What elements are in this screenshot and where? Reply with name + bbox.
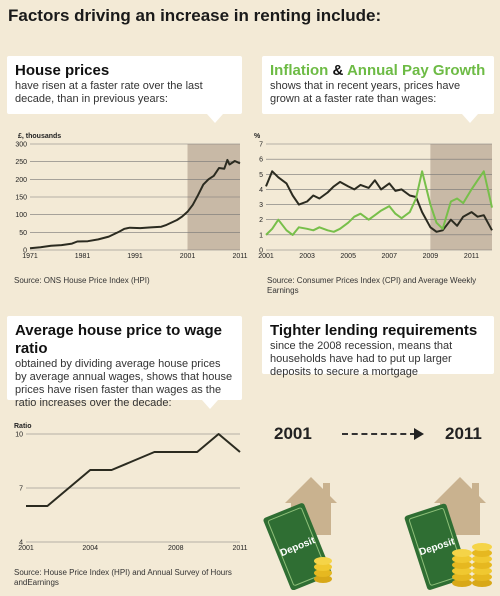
banknote-icon-2011 — [404, 503, 470, 590]
y-tick-label: 2 — [259, 217, 263, 224]
x-tick-label: 2004 — [82, 545, 98, 552]
inflation-heading-b: Annual Pay Growth — [346, 62, 486, 79]
y-tick-label: 10 — [15, 432, 23, 439]
x-tick-label: 2001 — [18, 545, 34, 552]
ratio-source: Source: House Price Index (HPI) and Annu… — [14, 568, 232, 587]
x-tick-label: 1981 — [75, 253, 91, 260]
deposit-2001-illustration: Deposit — [263, 477, 337, 590]
y-tick-label: 150 — [15, 195, 27, 202]
year-end-label: 2011 — [445, 424, 482, 443]
y-tick-label: 0 — [259, 248, 263, 255]
y-axis-label: Ratio — [14, 423, 32, 430]
house-prices-callout: House prices have risen at a faster rate… — [7, 56, 242, 123]
y-tick-label: 300 — [15, 142, 27, 149]
y-tick-label: 4 — [259, 187, 263, 194]
y-tick-label: 50 — [19, 230, 27, 237]
lending-text: since the 2008 recession, means that hou… — [270, 340, 453, 378]
chimney-icon-2011 — [472, 483, 479, 497]
y-tick-label: 4 — [19, 540, 23, 547]
house-prices-heading: House prices — [15, 62, 110, 79]
year-start-label: 2001 — [274, 424, 312, 443]
y-tick-label: 100 — [15, 212, 27, 219]
shaded-region — [430, 144, 492, 250]
x-tick-label: 2011 — [232, 253, 247, 260]
y-axis-label: % — [254, 133, 261, 140]
y-tick-label: 200 — [15, 177, 27, 184]
inflation-heading-amp: & — [332, 62, 344, 79]
y-tick-label: 7 — [19, 486, 23, 493]
y-tick-label: 0 — [23, 248, 27, 255]
series-line-0 — [29, 158, 241, 250]
y-tick-label: 5 — [259, 172, 263, 179]
x-tick-label: 2011 — [464, 253, 479, 260]
y-axis-label: £, thousands — [18, 133, 61, 140]
series-line-0 — [26, 433, 241, 507]
ratio-text: obtained by dividing average house price… — [15, 358, 233, 409]
y-tick-label: 3 — [259, 202, 263, 209]
house-prices-source: Source: ONS House Price Index (HPI) — [14, 276, 150, 285]
lending-callout: Tighter lending requirements since the 2… — [262, 316, 494, 378]
x-tick-label: 2005 — [340, 253, 356, 260]
x-tick-label: 1991 — [127, 253, 143, 260]
y-tick-label: 1 — [259, 232, 263, 239]
inflation-text: shows that in recent years, prices have … — [270, 80, 461, 105]
x-tick-label: 2001 — [180, 253, 196, 260]
house-prices-chart: 0 50 100 150 200 250 300 1971 1981 1991 2001 2011 £,… — [15, 133, 247, 260]
y-tick-label: 6 — [259, 157, 263, 164]
inflation-heading: Inflation & Annual Pay Growth — [270, 62, 486, 80]
chimney-icon — [323, 483, 330, 497]
inflation-callout: Inflation & Annual Pay Growth shows that… — [262, 56, 494, 123]
deposit-2011-illustration: Deposit — [404, 477, 492, 590]
x-tick-label: 2003 — [299, 253, 315, 260]
ratio-chart: 4 7 10 2001 2004 2008 2011 Ratio — [14, 423, 248, 552]
arrow-dashes — [342, 433, 416, 435]
x-tick-label: 1971 — [22, 253, 38, 260]
x-tick-label: 2007 — [381, 253, 397, 260]
house-prices-text: have risen at a faster rate over the las… — [15, 80, 203, 105]
coin-stack-large — [452, 543, 492, 587]
inflation-source: Source: Consumer Prices Index (CPI) and … — [267, 276, 477, 295]
ratio-heading: Average house price to wage ratio — [15, 322, 223, 357]
inflation-chart: 0 1 2 3 4 5 6 7 2001 2003 2005 2007 2009 2011% — [254, 133, 493, 260]
series-line-0 — [265, 170, 493, 233]
y-tick-label: 7 — [259, 142, 263, 149]
lending-heading: Tighter lending requirements — [270, 322, 478, 339]
ratio-callout: Average house price to wage ratio obtain… — [7, 316, 242, 409]
coin-stack-small — [314, 557, 332, 583]
x-tick-label: 2011 — [232, 545, 247, 552]
series-line-1 — [265, 170, 493, 236]
x-tick-label: 2009 — [423, 253, 439, 260]
x-tick-label: 2008 — [168, 545, 184, 552]
y-tick-label: 250 — [15, 159, 27, 166]
page-title: Factors driving an increase in renting i… — [8, 6, 382, 25]
x-tick-label: 2001 — [258, 253, 274, 260]
arrow-right-icon — [414, 428, 424, 440]
inflation-heading-a: Inflation — [270, 62, 329, 79]
